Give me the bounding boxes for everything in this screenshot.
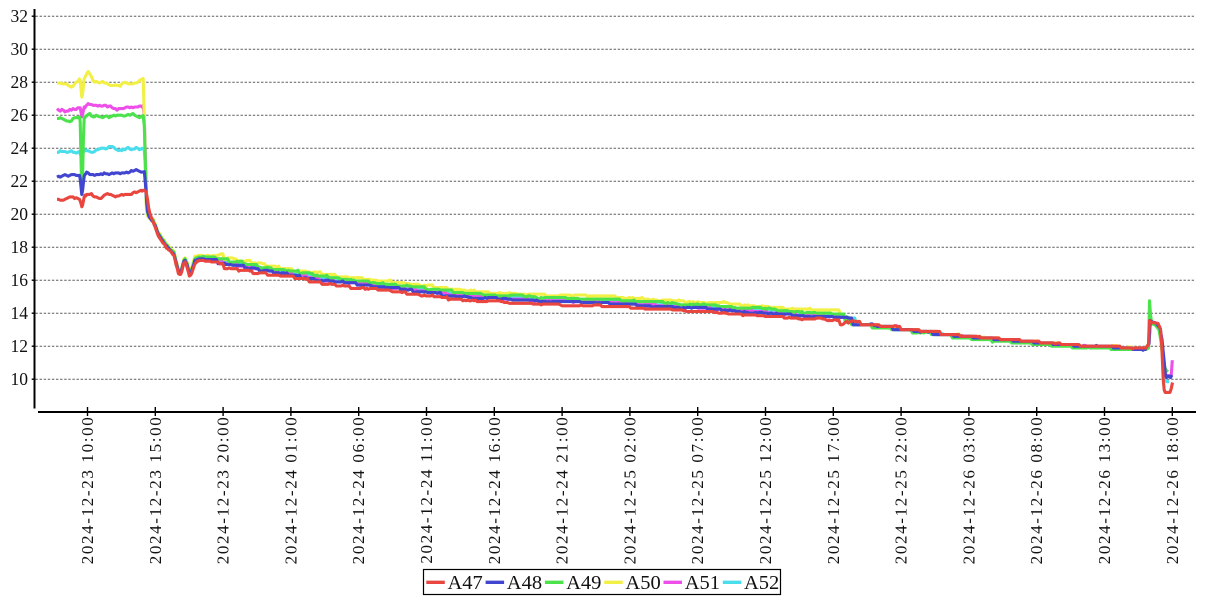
svg-text:2024-12-24 01:00: 2024-12-24 01:00 <box>281 416 300 565</box>
svg-text:12: 12 <box>11 336 29 356</box>
svg-text:2024-12-24 21:00: 2024-12-24 21:00 <box>553 416 572 565</box>
svg-text:24: 24 <box>11 138 29 158</box>
svg-text:2024-12-26 03:00: 2024-12-26 03:00 <box>959 416 978 565</box>
svg-text:32: 32 <box>11 6 29 26</box>
svg-text:20: 20 <box>11 204 29 224</box>
svg-text:2024-12-24 06:00: 2024-12-24 06:00 <box>349 416 368 565</box>
svg-text:2024-12-25 07:00: 2024-12-25 07:00 <box>688 416 707 565</box>
svg-text:26: 26 <box>11 105 29 125</box>
svg-text:2024-12-23 15:00: 2024-12-23 15:00 <box>146 416 165 565</box>
svg-text:A47: A47 <box>448 572 483 594</box>
svg-text:2024-12-23 20:00: 2024-12-23 20:00 <box>214 416 233 565</box>
svg-text:2024-12-25 22:00: 2024-12-25 22:00 <box>892 416 911 565</box>
svg-text:2024-12-25 02:00: 2024-12-25 02:00 <box>620 416 639 565</box>
svg-text:22: 22 <box>11 171 29 191</box>
svg-text:2024-12-25 17:00: 2024-12-25 17:00 <box>824 416 843 565</box>
svg-text:2024-12-23 10:00: 2024-12-23 10:00 <box>78 416 97 565</box>
svg-text:A51: A51 <box>685 572 720 594</box>
svg-text:A48: A48 <box>507 572 542 594</box>
svg-text:30: 30 <box>11 39 29 59</box>
svg-text:2024-12-26 08:00: 2024-12-26 08:00 <box>1027 416 1046 565</box>
svg-text:14: 14 <box>11 303 29 323</box>
svg-text:10: 10 <box>11 369 29 389</box>
svg-text:2024-12-24 11:00: 2024-12-24 11:00 <box>417 416 436 564</box>
svg-text:2024-12-25 12:00: 2024-12-25 12:00 <box>756 416 775 565</box>
svg-text:A50: A50 <box>625 572 660 594</box>
svg-text:A52: A52 <box>744 572 779 594</box>
svg-text:2024-12-24 16:00: 2024-12-24 16:00 <box>485 416 504 565</box>
svg-text:2024-12-26 18:00: 2024-12-26 18:00 <box>1163 416 1182 565</box>
svg-text:18: 18 <box>11 237 29 257</box>
svg-text:A49: A49 <box>566 572 601 594</box>
svg-text:2024-12-26 13:00: 2024-12-26 13:00 <box>1095 416 1114 565</box>
svg-text:16: 16 <box>11 270 29 290</box>
svg-text:28: 28 <box>11 72 29 92</box>
